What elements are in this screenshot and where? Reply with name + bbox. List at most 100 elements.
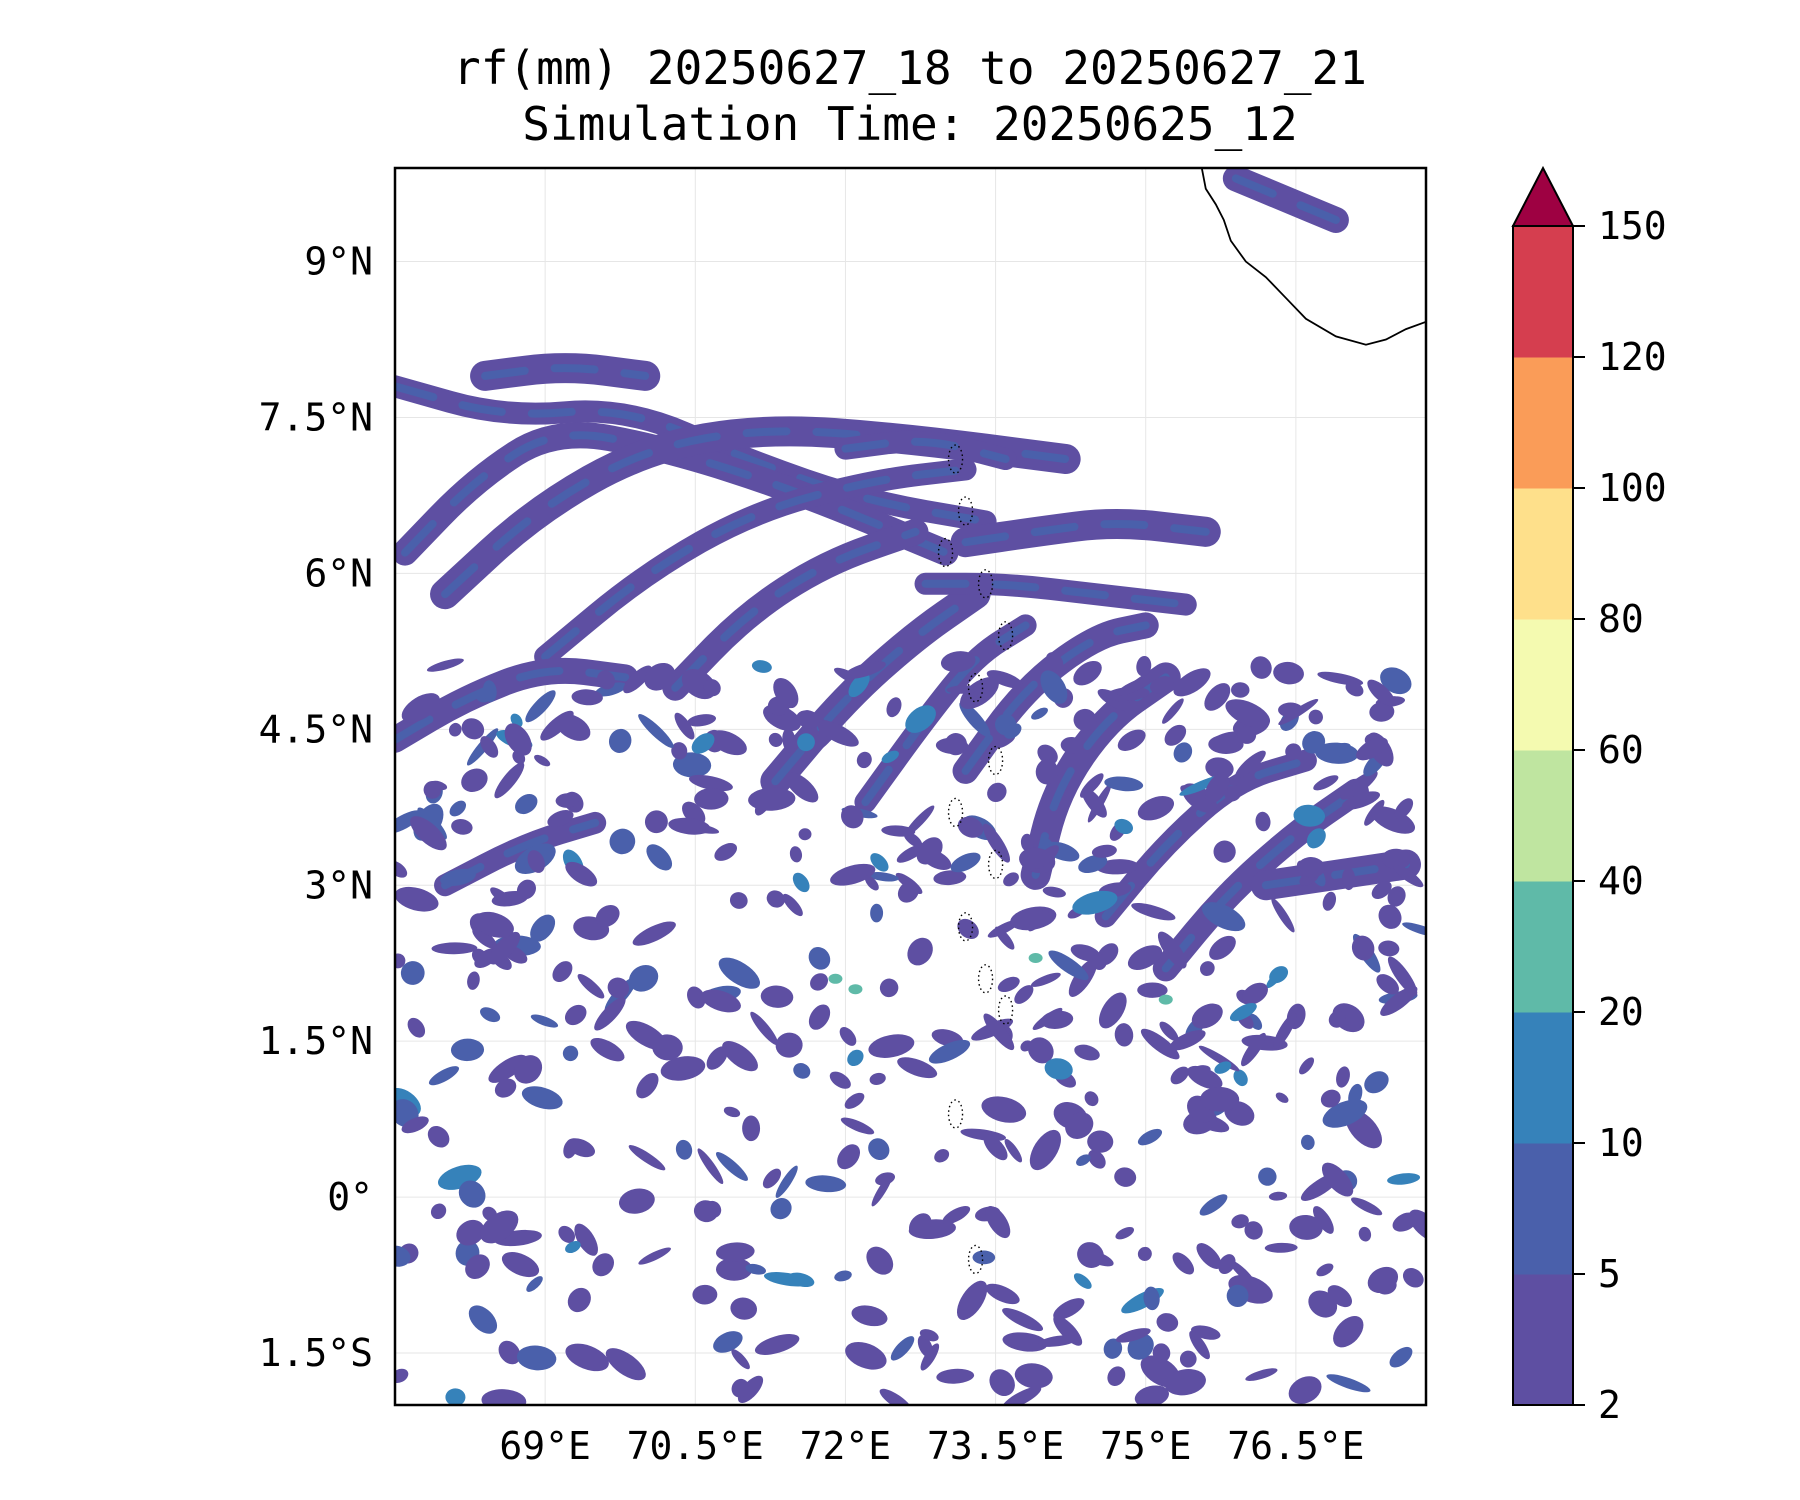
lon-tick-label: 72°E	[800, 1424, 892, 1468]
rain-cell	[410, 816, 447, 851]
longitude-tick-labels: 69°E 70.5°E 72°E 73.5°E 75°E 76.5°E	[499, 1424, 1364, 1468]
rain-cell	[983, 1134, 1008, 1161]
rain-cell	[395, 860, 408, 878]
rain-cell	[987, 782, 1007, 803]
rain-cell	[693, 1200, 719, 1223]
rain-cell	[1302, 731, 1326, 754]
rain-cell	[714, 843, 738, 861]
rain-cell	[957, 918, 979, 940]
rain-cell	[449, 800, 467, 817]
rain-band-core	[1101, 756, 1310, 921]
rain-cell	[1402, 1268, 1424, 1288]
rain-cell	[609, 828, 636, 855]
rain-cell	[763, 1272, 811, 1287]
lat-tick-label: 4.5°N	[259, 707, 373, 751]
rain-cell	[731, 1349, 750, 1370]
rain-cell	[904, 805, 935, 837]
rain-cell	[1380, 667, 1412, 695]
rain-cell	[1231, 682, 1250, 698]
colorbar-segment	[1513, 1143, 1573, 1275]
colorbar-segment	[1513, 1274, 1573, 1406]
rain-cell	[1205, 757, 1234, 779]
colorbar-segment	[1513, 226, 1573, 358]
rain-cell	[1169, 1030, 1206, 1051]
colorbar-tick-label: 60	[1598, 728, 1644, 772]
rain-cell	[928, 1039, 971, 1064]
rain-cell	[1297, 857, 1325, 878]
rain-cell	[1140, 1028, 1180, 1060]
rain-cell	[1073, 708, 1097, 732]
rain-cell	[1031, 707, 1048, 720]
rain-cell	[713, 1331, 743, 1353]
rain-cell	[1074, 1044, 1100, 1061]
rain-band-core	[961, 520, 1210, 547]
rain-cell	[1201, 902, 1246, 932]
lon-tick-label: 75°E	[1100, 1424, 1192, 1468]
rain-cell	[700, 989, 741, 1013]
rain-cell	[1235, 750, 1266, 779]
rain-cell	[703, 679, 721, 697]
rain-cell	[628, 1145, 666, 1171]
rain-cell	[1289, 1214, 1323, 1240]
colorbar-tick-label: 2	[1598, 1383, 1621, 1427]
rain-cell	[715, 1152, 748, 1181]
rain-cell	[775, 1165, 798, 1198]
rain-cell	[919, 1329, 939, 1342]
rain-cell	[729, 892, 748, 909]
lon-tick-label: 69°E	[499, 1424, 591, 1468]
rain-cell	[1014, 1363, 1053, 1389]
rain-cell	[428, 1066, 460, 1086]
rain-cell	[1187, 1065, 1223, 1090]
rain-cell	[623, 665, 652, 694]
rain-cells	[395, 651, 1426, 1405]
rain-cell	[1364, 1071, 1389, 1094]
rain-cell	[456, 1219, 485, 1246]
rain-cell	[525, 690, 556, 723]
rain-cell	[1389, 1346, 1413, 1368]
rain-cell	[856, 751, 872, 769]
rain-cell	[1159, 1021, 1179, 1042]
rain-cell	[1020, 1040, 1033, 1052]
rain-cell	[689, 774, 733, 792]
rain-peak	[848, 984, 863, 995]
rain-cell	[1226, 1284, 1249, 1308]
rain-cell	[473, 911, 514, 938]
rain-cell	[565, 1343, 609, 1372]
rain-cell	[773, 677, 799, 709]
rain-cell	[997, 976, 1020, 993]
rain-cell	[994, 926, 1015, 950]
rain-cell	[1084, 1091, 1099, 1107]
rain-cell	[1393, 864, 1424, 888]
rain-cell	[1164, 1369, 1206, 1396]
atoll-outline	[987, 745, 1004, 776]
rain-cell	[1288, 1376, 1322, 1404]
rain-cell	[563, 1138, 578, 1159]
rain-cell	[1040, 670, 1068, 704]
rain-cell	[660, 1056, 706, 1081]
latitude-tick-labels: 9°N 7.5°N 6°N 4.5°N 3°N 1.5°N 0° 1.5°S	[259, 240, 373, 1375]
rain-cell	[1342, 867, 1356, 891]
rain-cell	[1218, 1254, 1236, 1275]
rain-cell	[829, 1071, 851, 1089]
rain-band-core	[841, 437, 1010, 464]
rain-peak	[1028, 953, 1043, 964]
colorbar: 2 5 10 20 40 60 80 100 120 150	[1511, 165, 1667, 1427]
rain-cell	[845, 1342, 887, 1370]
rain-cell	[480, 736, 499, 758]
rain-cell	[881, 750, 899, 763]
rain-cell	[754, 1334, 800, 1355]
colorbar-extend-arrow	[1511, 165, 1575, 227]
rain-cell	[1327, 1285, 1353, 1308]
rain-cell	[866, 1246, 894, 1275]
rain-cell	[1170, 1066, 1189, 1085]
map-panel: 69°E 70.5°E 72°E 73.5°E 75°E 76.5°E 9°N 7.5°N 6…	[259, 166, 1428, 1468]
rain-cell	[750, 1011, 779, 1046]
rain-cell	[916, 837, 943, 865]
rain-cell	[638, 1247, 671, 1265]
rain-cell	[1003, 872, 1019, 887]
rain-cell	[540, 710, 574, 741]
rain-cell	[1196, 1243, 1222, 1269]
rain-cell	[426, 658, 464, 672]
rain-cell	[1173, 742, 1193, 763]
rain-cell	[565, 1240, 581, 1254]
